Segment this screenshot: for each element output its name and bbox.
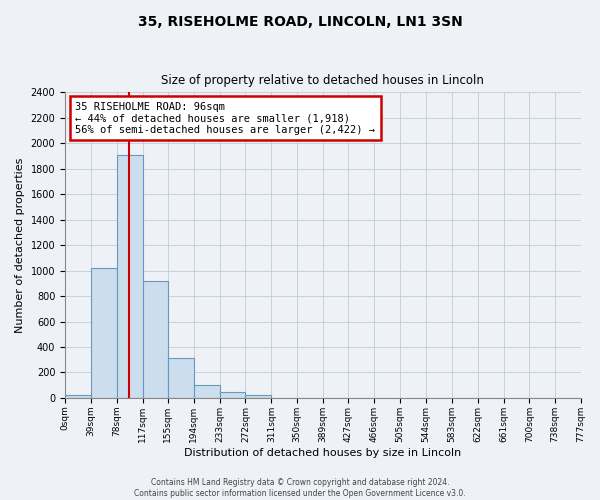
Title: Size of property relative to detached houses in Lincoln: Size of property relative to detached ho… [161, 74, 484, 87]
X-axis label: Distribution of detached houses by size in Lincoln: Distribution of detached houses by size … [184, 448, 461, 458]
Bar [117, 154, 143, 398]
Text: 35, RISEHOLME ROAD, LINCOLN, LN1 3SN: 35, RISEHOLME ROAD, LINCOLN, LN1 3SN [137, 15, 463, 29]
Text: 35 RISEHOLME ROAD: 96sqm
← 44% of detached houses are smaller (1,918)
56% of sem: 35 RISEHOLME ROAD: 96sqm ← 44% of detach… [76, 102, 376, 134]
Bar [245, 394, 271, 398]
Bar [91, 268, 117, 398]
Bar [65, 394, 91, 398]
Bar [194, 384, 220, 398]
Bar [220, 392, 245, 398]
Text: Contains HM Land Registry data © Crown copyright and database right 2024.
Contai: Contains HM Land Registry data © Crown c… [134, 478, 466, 498]
Bar [143, 281, 168, 398]
Bar [168, 358, 194, 398]
Y-axis label: Number of detached properties: Number of detached properties [15, 158, 25, 333]
